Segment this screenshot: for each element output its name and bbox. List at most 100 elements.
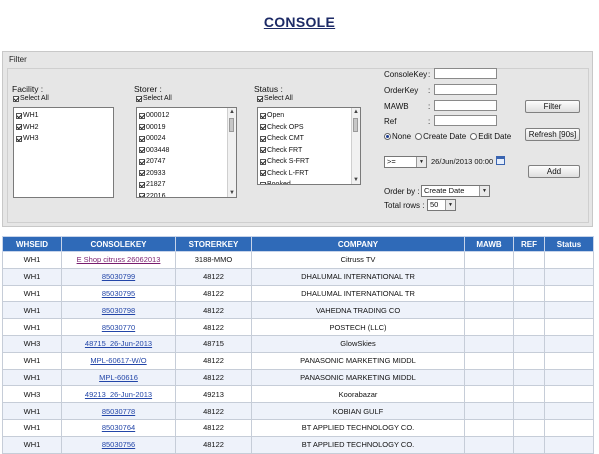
filter-panel: Filter Facility : Select All WH1 WH2 WH3 S… <box>2 51 593 227</box>
storer-item[interactable]: 000012 <box>139 110 236 122</box>
checkbox-icon[interactable] <box>139 181 145 188</box>
checkbox-icon[interactable] <box>139 124 145 131</box>
checkbox-icon[interactable] <box>260 124 266 131</box>
scroll-up-icon[interactable]: ▲ <box>353 109 359 115</box>
checkbox-icon[interactable] <box>260 147 266 154</box>
consolekey-link[interactable]: 85030778 <box>101 406 136 416</box>
scroll-thumb[interactable] <box>229 118 234 132</box>
checkbox-icon[interactable] <box>260 158 266 165</box>
consolekey-link[interactable]: 85030798 <box>101 305 136 315</box>
filter-button[interactable]: Filter <box>525 100 580 113</box>
facility-list[interactable]: WH1 WH2 WH3 <box>13 107 114 198</box>
checkbox-icon[interactable] <box>260 135 266 142</box>
orderkey-input[interactable] <box>434 84 497 95</box>
col-status[interactable]: Status <box>544 236 594 252</box>
chevron-down-icon[interactable]: ▼ <box>479 186 489 196</box>
status-item[interactable]: Check L-FRT <box>260 168 360 180</box>
storer-item[interactable]: 003448 <box>139 145 236 157</box>
ref-input[interactable] <box>434 115 497 126</box>
calendar-icon[interactable] <box>496 156 505 165</box>
chevron-down-icon[interactable]: ▼ <box>416 157 426 167</box>
radio-none[interactable] <box>384 133 391 140</box>
facility-item[interactable]: WH2 <box>16 122 113 134</box>
scroll-down-icon[interactable]: ▼ <box>229 190 235 196</box>
checkbox-icon[interactable] <box>13 95 19 102</box>
checkbox-icon[interactable] <box>16 112 22 119</box>
consolekey-link[interactable]: MPL-60617-W/O <box>90 356 147 366</box>
date-input[interactable]: 26/Jun/2013 00:00 <box>431 157 494 166</box>
status-item[interactable]: Check OPS <box>260 122 360 134</box>
consolekey-link[interactable]: 85030799 <box>101 272 136 282</box>
scroll-thumb[interactable] <box>353 118 358 132</box>
status-item[interactable]: Booked <box>260 179 360 184</box>
checkbox-icon[interactable] <box>139 170 145 177</box>
consolekey-link[interactable]: E Shop citruss 26062013 <box>76 255 161 265</box>
status-item-label: Check S-FRT <box>267 158 310 166</box>
cell-status <box>544 334 594 353</box>
operator-select[interactable]: >= ▼ <box>384 156 427 168</box>
storer-item[interactable]: 20933 <box>139 168 236 180</box>
checkbox-icon[interactable] <box>260 170 266 177</box>
checkbox-icon[interactable] <box>260 112 266 119</box>
status-select-all[interactable]: Select All <box>257 95 293 102</box>
order-by-select[interactable]: Create Date ▼ <box>421 185 490 197</box>
checkbox-icon[interactable] <box>257 95 263 102</box>
checkbox-icon[interactable] <box>136 95 142 102</box>
storer-select-all[interactable]: Select All <box>136 95 172 102</box>
storer-item[interactable]: 00019 <box>139 122 236 134</box>
add-button[interactable]: Add <box>528 165 580 178</box>
storer-item[interactable]: 00024 <box>139 133 236 145</box>
total-rows-select[interactable]: 50 ▼ <box>427 199 456 211</box>
chevron-down-icon[interactable]: ▼ <box>445 200 455 210</box>
cell-ref <box>513 251 545 269</box>
status-item[interactable]: Check S-FRT <box>260 156 360 168</box>
storer-item-label: 21827 <box>146 181 166 189</box>
status-item[interactable]: Check CMT <box>260 133 360 145</box>
consolekey-link[interactable]: 49213_26-Jun-2013 <box>84 389 153 399</box>
checkbox-icon[interactable] <box>139 135 145 142</box>
mawb-input[interactable] <box>434 100 497 111</box>
col-company[interactable]: COMPANY <box>251 236 465 252</box>
status-item[interactable]: Open <box>260 110 360 122</box>
facility-item[interactable]: WH3 <box>16 133 113 145</box>
consolekey-link[interactable]: MPL-60616 <box>99 372 138 382</box>
col-consolekey[interactable]: CONSOLEKEY <box>61 236 176 252</box>
checkbox-icon[interactable] <box>139 158 145 165</box>
status-item[interactable]: Check FRT <box>260 145 360 157</box>
consolekey-link[interactable]: 85030764 <box>101 423 136 433</box>
table-row: WH1 85030764 48122 BT APPLIED TECHNOLOGY CO… <box>2 418 594 437</box>
consolekey-input[interactable] <box>434 68 497 79</box>
checkbox-icon[interactable] <box>139 193 145 197</box>
cell-whseid: WH3 <box>2 385 62 404</box>
col-storerkey[interactable]: STORERKEY <box>175 236 252 252</box>
storer-scrollbar[interactable]: ▲ ▼ <box>227 108 236 197</box>
consolekey-link[interactable]: 85030795 <box>101 288 136 298</box>
col-mawb[interactable]: MAWB <box>464 236 514 252</box>
consolekey-link[interactable]: 85030770 <box>101 322 136 332</box>
cell-status <box>544 368 594 387</box>
facility-item[interactable]: WH1 <box>16 110 113 122</box>
checkbox-icon[interactable] <box>16 135 22 142</box>
scroll-up-icon[interactable]: ▲ <box>229 109 235 115</box>
cell-company: DHALUMAL INTERNATIONAL TR <box>251 267 465 286</box>
checkbox-icon[interactable] <box>139 147 145 154</box>
checkbox-icon[interactable] <box>260 181 266 184</box>
consolekey-link[interactable]: 48715_26-Jun-2013 <box>84 339 153 349</box>
col-ref[interactable]: REF <box>513 236 545 252</box>
facility-select-all[interactable]: Select All <box>13 95 49 102</box>
cell-mawb <box>464 418 514 437</box>
radio-edit-date[interactable] <box>470 133 478 140</box>
radio-create-date[interactable] <box>415 133 423 140</box>
status-list[interactable]: Open Check OPS Check CMT Check FRT Check S-F… <box>257 107 361 185</box>
cell-whseid: WH3 <box>2 334 62 353</box>
scroll-down-icon[interactable]: ▼ <box>353 177 359 183</box>
storer-item[interactable]: 20747 <box>139 156 236 168</box>
checkbox-icon[interactable] <box>139 112 145 119</box>
storer-item[interactable]: 22016 <box>139 191 236 197</box>
status-scrollbar[interactable]: ▲ ▼ <box>351 108 360 184</box>
storer-list[interactable]: 000012 00019 00024 003448 20747 20933 21827 220… <box>136 107 237 198</box>
col-whseid[interactable]: WHSEID <box>2 236 62 252</box>
storer-item[interactable]: 21827 <box>139 179 236 191</box>
refresh-button[interactable]: Refresh [90s] <box>525 128 580 141</box>
checkbox-icon[interactable] <box>16 124 22 131</box>
